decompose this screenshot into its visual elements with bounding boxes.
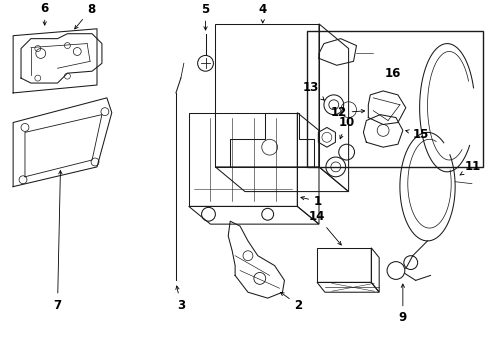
Text: 9: 9: [398, 284, 406, 324]
Text: 13: 13: [302, 81, 324, 100]
Text: 5: 5: [201, 3, 209, 30]
Text: 12: 12: [330, 106, 364, 119]
Text: 2: 2: [280, 292, 302, 311]
Text: 7: 7: [53, 171, 62, 311]
Text: 1: 1: [300, 195, 322, 208]
Text: 14: 14: [308, 210, 341, 245]
Text: 3: 3: [176, 286, 184, 311]
Bar: [306, 31, 482, 167]
Text: 11: 11: [459, 161, 480, 175]
Text: 8: 8: [75, 3, 95, 29]
Text: 6: 6: [41, 1, 49, 25]
Bar: [188, 113, 297, 206]
Text: 10: 10: [338, 116, 354, 139]
Text: 15: 15: [405, 128, 428, 141]
Text: 16: 16: [384, 67, 400, 80]
Text: 4: 4: [258, 3, 266, 23]
Bar: [215, 24, 318, 167]
Bar: [316, 248, 370, 282]
